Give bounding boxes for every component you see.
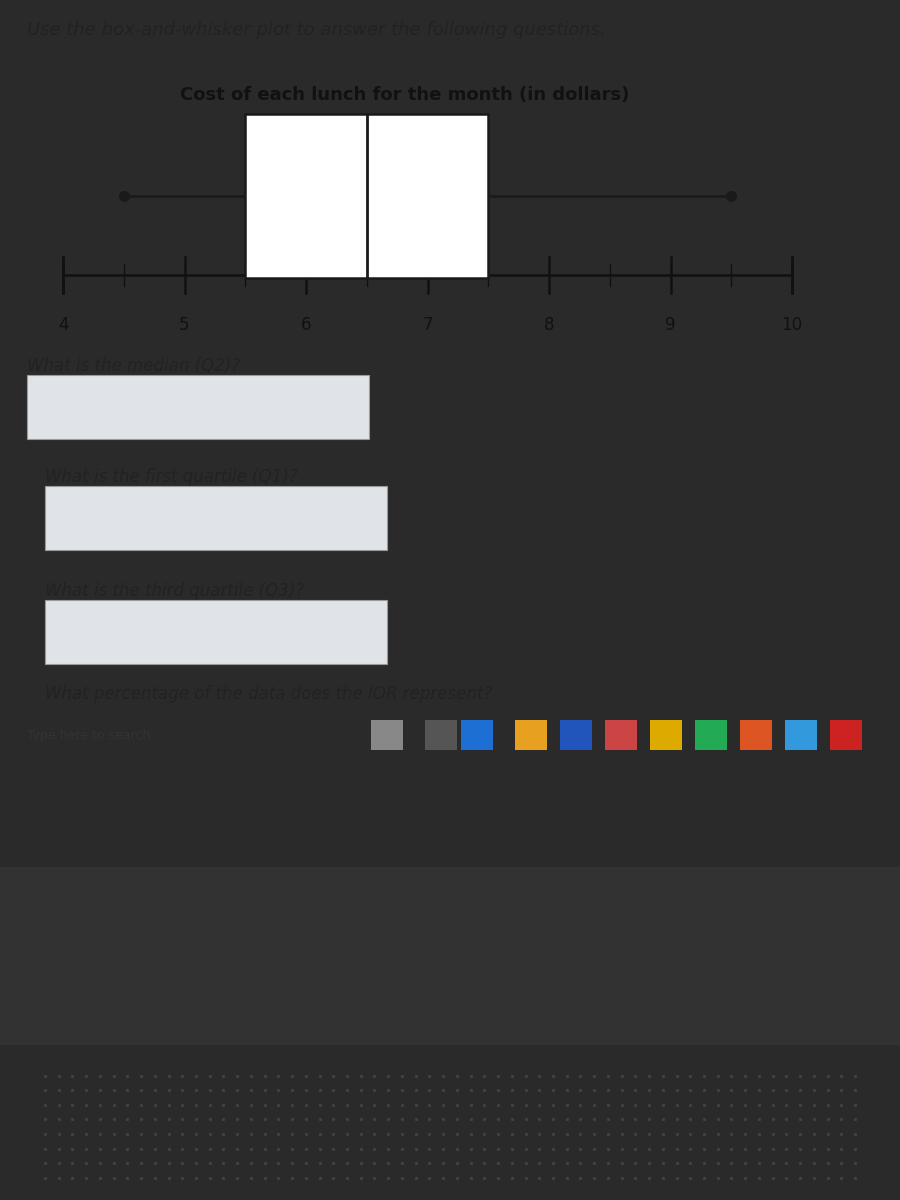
FancyBboxPatch shape: [740, 720, 772, 750]
FancyBboxPatch shape: [785, 720, 817, 750]
FancyBboxPatch shape: [371, 720, 403, 750]
FancyBboxPatch shape: [461, 720, 493, 750]
FancyBboxPatch shape: [560, 720, 592, 750]
FancyBboxPatch shape: [245, 114, 489, 278]
Text: 9: 9: [665, 317, 676, 335]
FancyBboxPatch shape: [27, 374, 369, 439]
Text: What is the median (Q2)?: What is the median (Q2)?: [27, 358, 240, 374]
FancyBboxPatch shape: [695, 720, 727, 750]
Text: What is the first quartile (Q1)?: What is the first quartile (Q1)?: [45, 468, 298, 486]
FancyBboxPatch shape: [515, 720, 547, 750]
FancyBboxPatch shape: [45, 486, 387, 550]
Text: Type here to search: Type here to search: [27, 728, 150, 742]
Text: 6: 6: [301, 317, 311, 335]
Text: 7: 7: [422, 317, 433, 335]
FancyBboxPatch shape: [0, 866, 900, 1044]
FancyBboxPatch shape: [830, 720, 862, 750]
Text: What is the third quartile (Q3)?: What is the third quartile (Q3)?: [45, 582, 304, 600]
Text: Use the box-and-whisker plot to answer the following questions.: Use the box-and-whisker plot to answer t…: [27, 22, 606, 40]
Text: 5: 5: [179, 317, 190, 335]
Text: 10: 10: [781, 317, 803, 335]
FancyBboxPatch shape: [605, 720, 637, 750]
Text: 4: 4: [58, 317, 68, 335]
FancyBboxPatch shape: [45, 600, 387, 664]
FancyBboxPatch shape: [650, 720, 682, 750]
Text: What percentage of the data does the IOR represent?: What percentage of the data does the IOR…: [45, 685, 492, 703]
Text: Cost of each lunch for the month (in dollars): Cost of each lunch for the month (in dol…: [180, 85, 630, 103]
FancyBboxPatch shape: [425, 720, 457, 750]
Text: 8: 8: [544, 317, 554, 335]
